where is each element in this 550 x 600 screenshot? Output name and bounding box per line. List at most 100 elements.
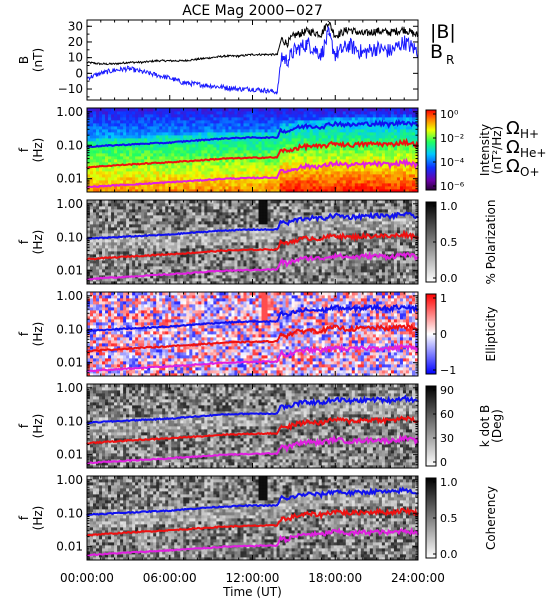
spectrogram-cell: [210, 132, 214, 136]
spectrogram-cell: [93, 147, 97, 151]
spectrogram-cell: [249, 141, 253, 145]
spectrogram-cell: [255, 159, 259, 163]
spectrogram-cell: [414, 168, 419, 172]
spectrogram-cell: [279, 180, 283, 184]
spectrogram-cell: [114, 206, 118, 210]
spectrogram-cell: [87, 221, 91, 225]
spectrogram-cell: [342, 177, 347, 181]
spectrogram-cell: [117, 221, 121, 225]
spectrogram-cell: [333, 165, 338, 169]
spectrogram-cell: [258, 126, 262, 130]
spectrogram-cell: [306, 108, 311, 112]
spectrogram-cell: [129, 153, 133, 157]
spectrogram-cell: [183, 245, 187, 249]
spectrogram-cell: [180, 269, 184, 273]
spectrogram-cell: [111, 168, 115, 172]
spectrogram-cell: [372, 177, 377, 181]
spectrogram-cell: [126, 174, 130, 178]
spectrogram-cell: [237, 129, 241, 133]
spectrogram-cell: [237, 215, 241, 219]
spectrogram-cell: [201, 189, 205, 193]
spectrogram-cell: [105, 251, 109, 255]
spectrogram-cell: [306, 180, 311, 184]
spectrogram-cell: [285, 159, 290, 163]
spectrogram-cell: [213, 189, 217, 193]
spectrogram-cell: [309, 147, 314, 151]
spectrogram-cell: [108, 153, 112, 157]
spectrogram-cell: [219, 159, 223, 163]
spectrogram-cell: [144, 206, 148, 210]
spectrogram-cell: [189, 266, 193, 270]
spectrogram-cell: [315, 153, 320, 157]
spectrogram-cell: [246, 251, 250, 255]
spectrogram-cell: [99, 120, 103, 124]
spectrogram-cell: [90, 239, 94, 243]
spectrogram-cell: [192, 177, 196, 181]
spectrogram-cell: [123, 174, 127, 178]
spectrogram-cell: [396, 132, 401, 136]
spectrogram-cell: [408, 186, 413, 190]
spectrogram-cell: [192, 135, 196, 139]
spectrogram-cell: [153, 117, 157, 121]
spectrogram-cell: [189, 120, 193, 124]
spectrogram-cell: [414, 183, 419, 187]
spectrogram-cell: [177, 236, 181, 240]
spectrogram-cell: [180, 144, 184, 148]
spectrogram-cell: [129, 141, 133, 145]
spectrogram-cell: [288, 177, 293, 181]
spectrogram-cell: [261, 153, 265, 157]
spectrogram-cell: [342, 141, 347, 145]
spectrogram-cell: [114, 141, 118, 145]
spectrogram-cell: [219, 174, 223, 178]
spectrogram-cell: [414, 150, 419, 154]
spectrogram-cell: [243, 200, 247, 204]
spectrogram-cell: [168, 171, 172, 175]
legend-omega-subscript: He+: [520, 146, 546, 160]
spectrogram-cell: [186, 266, 190, 270]
spectrogram-cell: [222, 129, 226, 133]
spectrogram-cell: [210, 212, 214, 216]
spectrogram-cell: [366, 114, 371, 118]
spectrogram-cell: [108, 206, 112, 210]
spectrogram-cell: [240, 206, 244, 210]
spectrogram-cell: [372, 165, 377, 169]
spectrogram-cell: [132, 242, 136, 246]
spectrogram-cell: [240, 221, 244, 225]
spectrogram-cell: [102, 248, 106, 252]
spectrogram-cell: [93, 189, 97, 193]
spectrogram-cell: [153, 171, 157, 175]
spectrogram-cell: [327, 111, 332, 115]
spectrogram-cell: [105, 156, 109, 160]
spectrogram-cell: [168, 266, 172, 270]
spectrogram-cell: [174, 242, 178, 246]
spectrogram-cell: [141, 221, 145, 225]
spectrogram-cell: [402, 117, 407, 121]
spectrogram-cell: [141, 242, 145, 246]
spectrogram-cell: [237, 251, 241, 255]
spectrogram-cell: [126, 200, 130, 204]
spectrogram-cell: [195, 236, 199, 240]
spectrogram-cell: [360, 171, 365, 175]
spectrogram-cell: [147, 266, 151, 270]
spectrogram-cell: [177, 260, 181, 264]
spectrogram-cell: [105, 230, 109, 234]
spectrogram-cell: [333, 126, 338, 130]
spectrogram-cell: [123, 245, 127, 249]
spectrogram-cell: [228, 153, 232, 157]
spectrogram-cell: [156, 224, 160, 228]
spectrogram-cell: [156, 156, 160, 160]
spectrogram-cell: [108, 281, 112, 285]
spectrogram-cell: [207, 189, 211, 193]
spectrogram-cell: [246, 278, 250, 282]
spectrogram-cell: [216, 233, 220, 237]
spectrogram-cell: [396, 147, 401, 151]
spectrogram-cell: [222, 248, 226, 252]
spectrogram-cell: [375, 135, 380, 139]
spectrogram-cell: [156, 189, 160, 193]
spectrogram-cell: [96, 126, 100, 130]
spectrogram-cell: [150, 189, 154, 193]
spectrogram-cell: [135, 114, 139, 118]
spectrogram-cell: [189, 242, 193, 246]
spectrogram-cell: [153, 108, 157, 112]
spectrogram-cell: [222, 180, 226, 184]
